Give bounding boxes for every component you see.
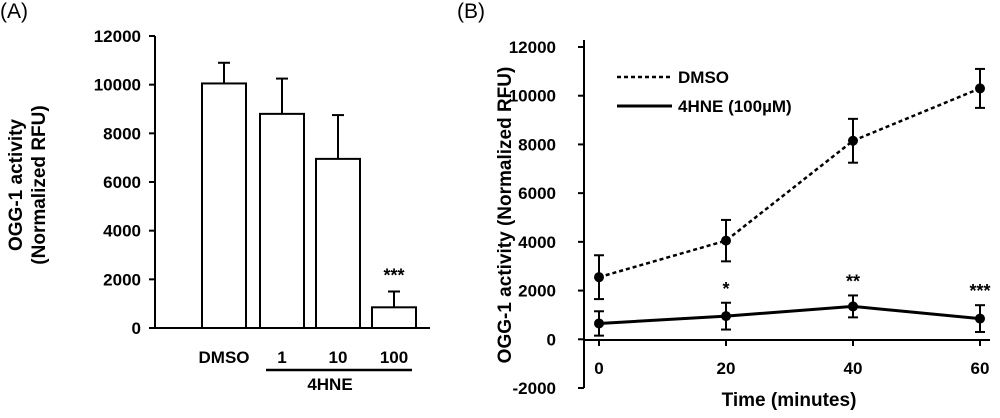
- panel-b-legend: DMSO 4HNE (100µM): [617, 68, 792, 116]
- panel-b-series-dmso-line: [598, 87, 981, 279]
- panel-b-ytick-label: 12000: [509, 38, 556, 57]
- panel-a-ytick-label: 0: [132, 319, 141, 338]
- legend-label-dmso: DMSO: [678, 68, 729, 87]
- panel-b-ytick-label: 2000: [518, 282, 556, 301]
- panel-b-xtick-label: 60: [971, 359, 990, 378]
- panel-b-data-point: [594, 272, 604, 283]
- panel-a-category-label: 1: [277, 348, 286, 367]
- panel-a-bar: [201, 82, 247, 329]
- panel-b-xtick-label: 20: [717, 359, 736, 378]
- panel-a-category-label: DMSO: [199, 348, 250, 367]
- panel-a-ytick-label: 12000: [94, 27, 141, 46]
- panel-a-ytick-label: 6000: [103, 173, 141, 192]
- panel-b-significance: **: [846, 271, 860, 291]
- panel-a-ytick-label: 2000: [103, 270, 141, 289]
- panel-a-category-label: 10: [329, 348, 348, 367]
- panel-b-ytick-label: 6000: [518, 184, 556, 203]
- panel-a-bar: [259, 112, 305, 329]
- panel-b-xtick-label: 0: [594, 359, 603, 378]
- panel-a-category-label: 100: [380, 348, 408, 367]
- panel-b-ytick-label: 8000: [518, 135, 556, 154]
- panel-b-ytick-label: -2000: [513, 379, 556, 398]
- panel-b-data-point: [848, 135, 858, 146]
- panel-b-data-point: [975, 313, 985, 324]
- panel-a-group-label: 4HNE: [307, 375, 352, 394]
- panel-b-data-point: [721, 311, 731, 322]
- panel-a-plot: 0 2000 4000 6000 8000 10000 12000 DMSO 1 10 100 ***: [94, 27, 430, 372]
- panel-b-data-point: [594, 318, 604, 329]
- panel-b-ytick-label: 0: [547, 330, 556, 349]
- panel-b-plot: -2000 0 2000 4000 6000 8000 10000 12000 0 20 40 60 *…: [509, 38, 991, 398]
- panel-a-significance: ***: [383, 266, 404, 286]
- panel-a-ytick-label: 10000: [94, 76, 141, 95]
- panel-a-bar: [315, 157, 361, 329]
- panel-b-xtick-label: 40: [844, 359, 863, 378]
- panel-b-ylabel: OGG-1 activity (Normalized RFU): [495, 67, 516, 364]
- panel-b-data-point: [721, 235, 731, 246]
- panel-b-ytick-label: 4000: [518, 233, 556, 252]
- panel-a-ylabel-line2: (Normalized RFU): [29, 105, 50, 264]
- panel-b-data-point: [848, 301, 858, 312]
- panel-b-label: (B): [457, 0, 485, 23]
- legend-label-4hne: 4HNE (100µM): [678, 97, 792, 116]
- panel-b-significance: ***: [969, 281, 990, 301]
- panel-a-ytick-label: 8000: [103, 124, 141, 143]
- panel-b-significance: *: [722, 279, 729, 299]
- panel-a-ylabel-line1: OGG-1 activity: [6, 119, 27, 251]
- panel-a-bar: [371, 306, 417, 330]
- panel-b-series-4hne-line: [598, 304, 981, 325]
- panel-a-label: (A): [0, 0, 28, 23]
- panel-b-data-point: [975, 83, 985, 94]
- panel-b-ytick-label: 10000: [509, 87, 556, 106]
- panel-a-ytick-label: 4000: [103, 222, 141, 241]
- panel-b-xlabel: Time (minutes): [722, 390, 857, 411]
